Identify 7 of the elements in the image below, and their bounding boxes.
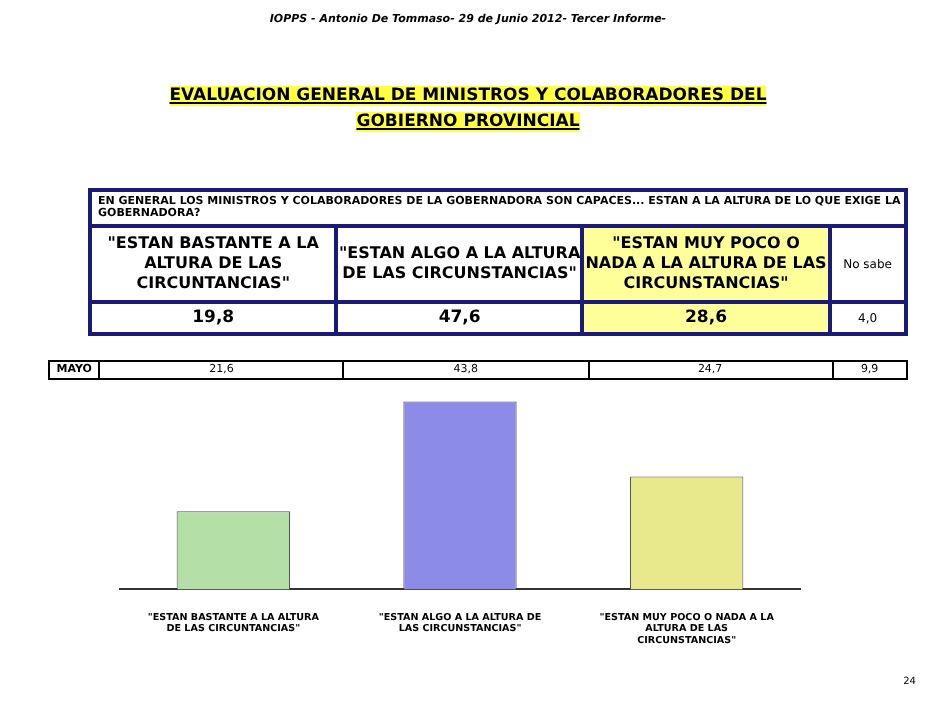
x-tick-label: "ESTAN ALGO A LA ALTURA DE LAS CIRCUNSTANCIAS": [338, 228, 581, 300]
data-label: 19,8: [92, 304, 335, 332]
chart-title: EVALUACION GENERAL DE MINISTROS Y COLABORADORES DEL GOBIERNO PROVINCIAL: [169, 86, 767, 132]
data-label: 47,6: [338, 304, 581, 332]
x-tick-label: "ESTAN MUY POCO O NADA A LA ALTURA DE LAS CIRCUNSTANCIAS": [584, 228, 828, 300]
x-tick-label: "ESTAN BASTANTE A LA ALTURA DE LAS CIRCUNTANCIAS": [92, 228, 335, 300]
data-label: 28,6: [584, 304, 828, 332]
